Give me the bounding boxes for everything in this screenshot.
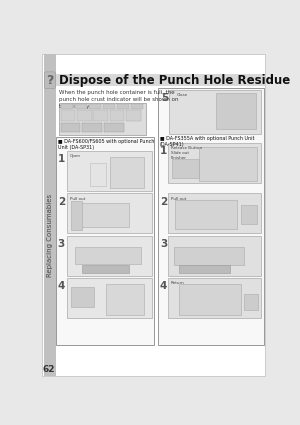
Bar xyxy=(126,110,141,121)
Bar xyxy=(244,294,258,311)
Text: Close: Close xyxy=(177,94,188,97)
Text: Replacing Consumables: Replacing Consumables xyxy=(47,194,53,278)
Bar xyxy=(168,193,261,233)
Bar xyxy=(168,278,261,318)
Bar xyxy=(199,147,257,181)
Bar xyxy=(67,278,152,318)
Bar xyxy=(71,201,82,230)
Bar xyxy=(59,102,146,135)
Text: Return: Return xyxy=(171,281,184,285)
Bar xyxy=(77,110,92,121)
Text: 2: 2 xyxy=(58,196,65,207)
Bar xyxy=(90,163,106,186)
Bar xyxy=(216,94,256,129)
Text: When the punch hole container is full, the
punch hole crust indicator will be sh: When the punch hole container is full, t… xyxy=(59,90,179,108)
Text: 4: 4 xyxy=(58,281,65,291)
Bar xyxy=(168,143,261,184)
Bar xyxy=(110,157,145,188)
Bar xyxy=(82,123,102,132)
Bar xyxy=(61,110,76,121)
Text: Open: Open xyxy=(70,154,81,158)
Bar xyxy=(61,123,80,132)
Bar xyxy=(75,247,141,264)
Text: ■ DA-FS355A with optional Punch Unit
(DA-SP41): ■ DA-FS355A with optional Punch Unit (DA… xyxy=(160,136,254,147)
Bar xyxy=(103,104,115,109)
Bar xyxy=(82,265,129,273)
Bar xyxy=(130,104,143,109)
Text: Release Button
Slide out
Finisher: Release Button Slide out Finisher xyxy=(171,147,202,160)
Text: 1: 1 xyxy=(58,154,65,164)
Bar xyxy=(67,193,152,233)
Bar xyxy=(104,123,124,132)
Bar xyxy=(172,159,199,178)
Text: 3: 3 xyxy=(58,239,65,249)
Bar xyxy=(110,110,124,121)
Bar xyxy=(61,104,73,109)
Bar xyxy=(174,246,244,265)
Text: ■ DA-FS600/FS605 with optional Punch
Unit (DA-SP31): ■ DA-FS600/FS605 with optional Punch Uni… xyxy=(58,139,154,150)
Text: 62: 62 xyxy=(43,366,56,374)
Bar xyxy=(75,203,129,227)
Bar xyxy=(106,284,145,315)
Text: 2: 2 xyxy=(160,196,167,207)
Text: 3: 3 xyxy=(160,239,167,249)
Bar xyxy=(179,265,230,273)
Bar xyxy=(169,90,261,134)
Bar xyxy=(168,236,261,276)
Bar xyxy=(56,137,154,345)
Text: Pull out: Pull out xyxy=(70,196,85,201)
Text: Pull out: Pull out xyxy=(171,196,186,201)
Text: Dispose of the Punch Hole Residue: Dispose of the Punch Hole Residue xyxy=(59,74,290,87)
Bar xyxy=(56,74,266,86)
Text: 5: 5 xyxy=(161,93,169,102)
Text: 4: 4 xyxy=(160,281,167,291)
Bar xyxy=(241,205,257,224)
Bar xyxy=(158,88,264,345)
Bar xyxy=(116,104,129,109)
Bar xyxy=(67,151,152,191)
Text: 1: 1 xyxy=(160,147,167,156)
Bar xyxy=(44,54,56,376)
Bar xyxy=(75,104,87,109)
Bar xyxy=(176,200,238,229)
Bar xyxy=(71,287,94,307)
Text: ?: ? xyxy=(46,74,54,87)
Bar xyxy=(67,236,152,276)
Bar xyxy=(179,284,241,315)
Bar xyxy=(93,110,108,121)
Bar xyxy=(89,104,101,109)
